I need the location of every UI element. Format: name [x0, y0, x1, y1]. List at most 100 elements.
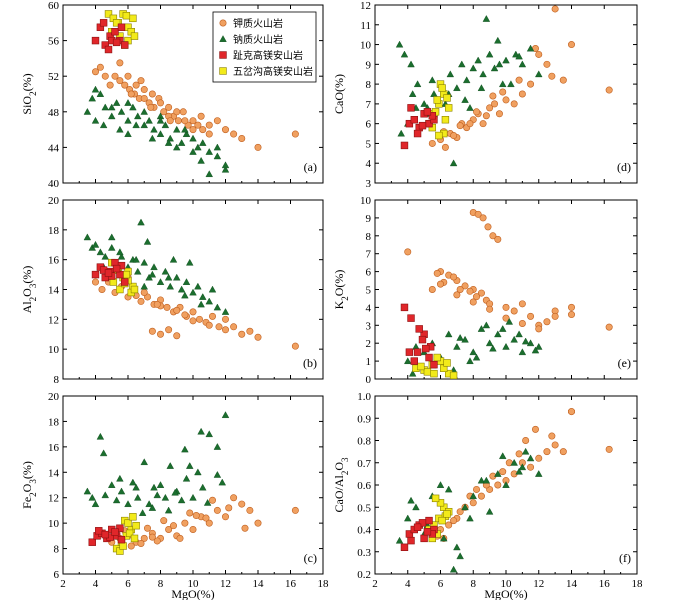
y-tick-label: 1 [366, 356, 372, 368]
point-k [222, 513, 230, 521]
point-k [479, 120, 487, 128]
point-na [108, 112, 116, 120]
point-na [221, 411, 230, 418]
point-na [140, 282, 148, 290]
series-wc [425, 80, 453, 140]
series-na [395, 447, 543, 573]
y-tick-label: 4 [366, 302, 372, 314]
point-k [189, 308, 197, 316]
point-na [469, 492, 477, 500]
point-na [510, 458, 518, 466]
point-wc [436, 499, 445, 507]
point-k [116, 59, 124, 67]
point-k [453, 291, 461, 299]
point-na [101, 252, 109, 260]
point-wc [130, 285, 139, 294]
point-na [462, 76, 471, 84]
point-na [182, 278, 191, 285]
x-tick-label: 6 [438, 578, 444, 590]
point-na [199, 139, 207, 146]
point-na [124, 99, 132, 106]
point-na [150, 483, 158, 491]
point-na [101, 491, 109, 499]
points-f [395, 408, 613, 573]
point-k [502, 96, 510, 104]
point-k [153, 300, 161, 308]
point-na [156, 130, 165, 137]
panel-letter: (b) [303, 356, 317, 370]
x-tick-label: 4 [93, 578, 99, 590]
point-na [186, 258, 194, 266]
point-wc [444, 104, 453, 112]
point-k [106, 81, 114, 89]
point-na [526, 454, 535, 462]
series-k [92, 59, 299, 151]
series-k [428, 408, 613, 542]
point-na [498, 452, 507, 459]
point-na [132, 483, 140, 491]
x-tick-label: 8 [158, 578, 164, 590]
series-ok [88, 524, 126, 546]
point-ok [425, 353, 433, 362]
point-na [117, 252, 126, 260]
y-tick-label: 0.6 [357, 480, 371, 492]
point-na [213, 443, 222, 450]
point-k [241, 524, 249, 532]
point-na [412, 503, 420, 511]
point-k [137, 297, 145, 305]
point-ok [413, 348, 422, 356]
y-tick-label: 14 [48, 285, 60, 297]
point-na [189, 148, 197, 155]
point-wc [438, 516, 446, 525]
point-na [221, 161, 230, 169]
point-na [197, 156, 205, 164]
point-ok [112, 38, 121, 47]
y-tick-label: 8 [366, 231, 372, 243]
point-na [166, 134, 174, 142]
point-ok [407, 104, 415, 112]
point-na [395, 40, 404, 48]
point-k [531, 425, 539, 433]
point-k [137, 77, 145, 85]
point-k [230, 323, 238, 331]
point-na [99, 449, 108, 457]
series-na [395, 15, 543, 167]
point-na [199, 483, 207, 491]
point-wc [423, 368, 432, 376]
point-k [137, 539, 145, 547]
point-k [148, 90, 156, 98]
point-k [98, 285, 106, 293]
point-na [96, 432, 105, 440]
point-wc [130, 534, 139, 543]
series-k [428, 5, 613, 151]
point-na [156, 481, 165, 488]
panel-letter: (e) [618, 356, 631, 370]
point-wc [129, 513, 137, 521]
point-ok [91, 36, 100, 45]
point-na [495, 60, 504, 68]
series-ok [91, 258, 129, 286]
point-na [498, 80, 507, 88]
point-k [186, 509, 194, 517]
point-k [181, 311, 189, 319]
point-wc [435, 131, 443, 140]
x-tick-label: 16 [285, 578, 297, 590]
x-axis-label: MgO(%) [171, 587, 214, 600]
legend-marker-ok [219, 51, 227, 59]
point-k [199, 126, 207, 134]
point-na [489, 344, 497, 352]
point-na [490, 64, 499, 72]
y-tick-label: 3 [366, 320, 372, 332]
point-na [208, 285, 217, 293]
point-k [466, 120, 474, 128]
point-k [246, 327, 254, 335]
point-k [153, 537, 161, 545]
point-na [404, 514, 412, 522]
point-k [535, 325, 543, 333]
point-na [449, 159, 458, 167]
panel-f: 2 4 6 8 10 12 14 16 18 0.2 0.3 0.4 0.5 0.6 0.7 0.8 0.9 1.… [332, 391, 643, 600]
legend-marker-k [219, 19, 227, 27]
point-k [469, 499, 477, 507]
point-ok [91, 270, 100, 279]
